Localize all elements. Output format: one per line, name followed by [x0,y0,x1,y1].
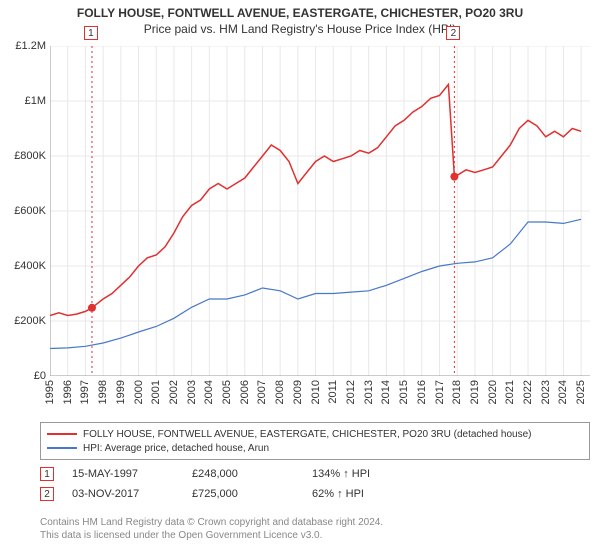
x-axis-tick-label: 1996 [62,380,74,404]
x-axis-tick-label: 1997 [79,380,91,404]
chart-legend: FOLLY HOUSE, FONTWELL AVENUE, EASTERGATE… [40,422,590,460]
event-price: £248,000 [192,468,312,480]
x-axis-tick-label: 2005 [221,380,233,404]
event-marker-box: 2 [40,487,54,501]
y-axis-tick-label: £1.2M [15,40,46,52]
event-table: 1 15-MAY-1997£248,000134% ↑ HPI 2 03-NOV-20… [40,464,590,504]
x-axis-tick-label: 1999 [115,380,127,404]
x-axis-tick-label: 2009 [292,380,304,404]
x-axis-tick-label: 2020 [487,380,499,404]
x-axis-tick-label: 1998 [97,380,109,404]
x-axis-tick-label: 2004 [203,380,215,404]
x-axis-tick-label: 2006 [239,380,251,404]
x-axis-tick-label: 2023 [540,380,552,404]
x-axis-tick-label: 2024 [557,380,569,404]
legend-item: HPI: Average price, detached house, Arun [47,441,583,455]
legend-label: FOLLY HOUSE, FONTWELL AVENUE, EASTERGATE… [83,429,531,440]
y-axis-tick-label: £200K [14,315,46,327]
x-axis-tick-label: 2017 [434,380,446,404]
x-axis-tick-label: 1995 [44,380,56,404]
footnote-line-1: Contains HM Land Registry data © Crown c… [40,516,590,529]
legend-item: FOLLY HOUSE, FONTWELL AVENUE, EASTERGATE… [47,427,583,441]
event-marker-2: 2 [446,26,460,40]
x-axis-tick-label: 2000 [133,380,145,404]
chart-plot-area: £0£200K£400K£600K£800K£1M£1.2M1995199619… [50,46,590,376]
legend-label: HPI: Average price, detached house, Arun [83,443,269,454]
legend-swatch [47,433,77,435]
event-marker-1: 1 [84,26,98,40]
y-axis-tick-label: £1M [25,95,46,107]
y-axis-tick-label: £600K [14,205,46,217]
event-row: 1 15-MAY-1997£248,000134% ↑ HPI [40,464,590,484]
event-price: £725,000 [192,488,312,500]
x-axis-tick-label: 2018 [451,380,463,404]
x-axis-tick-label: 2025 [575,380,587,404]
x-axis-tick-label: 2013 [363,380,375,404]
x-axis-tick-label: 2016 [416,380,428,404]
title-line-1: FOLLY HOUSE, FONTWELL AVENUE, EASTERGATE… [0,6,600,20]
footnote: Contains HM Land Registry data © Crown c… [40,516,590,542]
event-marker-box: 1 [40,467,54,481]
x-axis-tick-label: 2011 [327,380,339,404]
y-axis-tick-label: £800K [14,150,46,162]
x-axis-tick-label: 2015 [398,380,410,404]
x-axis-tick-label: 2001 [150,380,162,404]
x-axis-tick-label: 2002 [168,380,180,404]
legend-swatch [47,447,77,449]
x-axis-tick-label: 2019 [469,380,481,404]
x-axis-tick-label: 2014 [380,380,392,404]
x-axis-tick-label: 2012 [345,380,357,404]
x-axis-tick-label: 2008 [274,380,286,404]
x-axis-tick-label: 2003 [186,380,198,404]
event-date: 15-MAY-1997 [72,468,192,480]
x-axis-tick-label: 2022 [522,380,534,404]
footnote-line-2: This data is licensed under the Open Gov… [40,529,590,542]
x-axis-tick-label: 2010 [310,380,322,404]
event-row: 2 03-NOV-2017£725,00062% ↑ HPI [40,484,590,504]
event-vs-hpi: 134% ↑ HPI [312,468,432,480]
y-axis-tick-label: £400K [14,260,46,272]
event-date: 03-NOV-2017 [72,488,192,500]
event-vs-hpi: 62% ↑ HPI [312,488,432,500]
x-axis-tick-label: 2007 [256,380,268,404]
x-axis-tick-label: 2021 [504,380,516,404]
